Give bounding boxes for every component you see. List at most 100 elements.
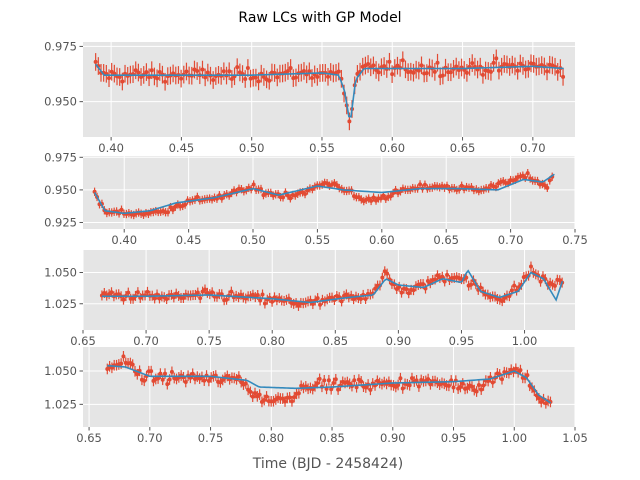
data-point <box>267 78 272 83</box>
data-point <box>318 302 323 307</box>
data-point <box>253 75 258 80</box>
data-point <box>368 387 373 392</box>
data-point <box>416 68 421 73</box>
data-point <box>352 378 357 383</box>
data-point <box>440 274 445 279</box>
data-point <box>525 373 530 378</box>
gp-model-line <box>93 173 555 215</box>
data-point <box>294 301 299 306</box>
data-series <box>105 351 553 409</box>
x-axis-label: Time (BJD - 2458424) <box>252 456 403 472</box>
data-point <box>409 376 414 381</box>
data-point <box>225 373 230 378</box>
data-point <box>486 379 491 384</box>
data-point <box>200 67 205 72</box>
data-point <box>561 74 566 79</box>
data-point <box>515 68 520 73</box>
data-point <box>105 366 110 371</box>
x-tick-label: 0.65 <box>70 334 96 348</box>
data-point <box>411 288 416 293</box>
data-point <box>476 382 481 387</box>
plot-area <box>83 42 575 137</box>
axes: 0.40 0.45 0.50 0.55 0.60 0.65 0.70 0.950 0.975 <box>44 39 546 155</box>
data-point <box>404 287 409 292</box>
y-tick-label: 1.050 <box>44 364 77 378</box>
data-point <box>262 398 267 403</box>
data-point <box>488 69 493 74</box>
data-point <box>257 392 262 397</box>
data-point <box>165 382 170 387</box>
data-point <box>229 289 234 294</box>
x-tick-label: 0.50 <box>240 233 266 247</box>
data-point <box>513 366 518 371</box>
data-point <box>102 290 107 295</box>
data-point <box>421 282 426 287</box>
data-point <box>315 296 320 301</box>
data-point <box>303 192 308 197</box>
x-tick-label: 0.60 <box>369 233 395 247</box>
data-point <box>152 296 157 301</box>
data-point <box>285 68 290 73</box>
data-point <box>395 63 400 68</box>
x-tick-label: 0.80 <box>258 431 284 445</box>
data-point <box>309 76 314 81</box>
data-point <box>459 183 464 188</box>
x-tick-label: 0.40 <box>111 233 137 247</box>
data-point <box>509 288 514 293</box>
x-tick-label: 0.70 <box>498 233 524 247</box>
data-point <box>464 70 469 75</box>
data-point <box>400 386 405 391</box>
axes: 0.65 0.70 0.75 0.80 0.85 0.90 0.95 1.00 1.05 1.02… <box>44 364 588 445</box>
data-point <box>288 196 293 201</box>
data-point <box>531 61 536 66</box>
data-point <box>480 72 485 77</box>
data-point <box>416 384 421 389</box>
data-point <box>538 279 543 284</box>
data-point <box>235 65 240 70</box>
data-point <box>555 69 560 74</box>
data-point <box>307 69 312 74</box>
data-point <box>442 279 447 284</box>
data-point <box>149 68 154 73</box>
data-point <box>378 196 383 201</box>
data-point <box>458 384 463 389</box>
data-point <box>491 60 496 65</box>
data-point <box>479 387 484 392</box>
x-tick-label: 0.60 <box>379 141 405 155</box>
data-point <box>183 379 188 384</box>
data-point <box>460 381 465 386</box>
data-point <box>387 59 392 64</box>
data-point <box>261 74 266 79</box>
data-point <box>499 377 504 382</box>
y-tick-label: 0.950 <box>44 95 77 109</box>
data-point <box>363 296 368 301</box>
data-point <box>433 277 438 282</box>
data-point <box>280 396 285 401</box>
data-point <box>206 378 211 383</box>
data-point <box>296 391 301 396</box>
y-tick-label: 1.025 <box>44 297 77 311</box>
data-point <box>289 399 294 404</box>
data-point <box>382 64 387 69</box>
x-tick-label: 0.65 <box>76 431 102 445</box>
data-point <box>326 74 331 79</box>
data-point <box>292 395 297 400</box>
light-curve-panel-1: 0.40 0.45 0.50 0.55 0.60 0.65 0.70 0.950 0.975 <box>44 39 575 155</box>
data-point <box>380 275 385 280</box>
data-point <box>205 70 210 75</box>
data-point <box>325 181 330 186</box>
x-tick-label: 0.85 <box>319 431 345 445</box>
data-point <box>418 182 423 187</box>
data-point <box>167 377 172 382</box>
data-point <box>275 75 280 80</box>
data-point <box>131 296 136 301</box>
data-point <box>513 177 518 182</box>
data-point <box>528 264 533 269</box>
data-point <box>169 369 174 374</box>
data-point <box>296 303 301 308</box>
data-point <box>109 290 114 295</box>
data-point <box>285 193 290 198</box>
data-point <box>211 78 216 83</box>
data-point <box>424 71 429 76</box>
